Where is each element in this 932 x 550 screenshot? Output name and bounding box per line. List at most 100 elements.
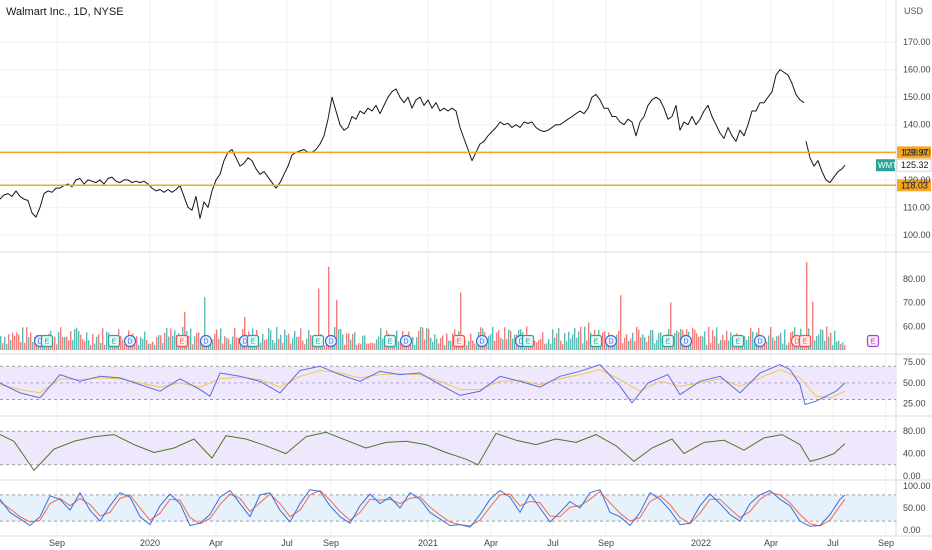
indicator-band	[0, 431, 896, 465]
volume-bar	[564, 333, 566, 350]
x-tick-label: 2022	[691, 538, 711, 548]
volume-bar	[640, 337, 642, 350]
horizontal-levels[interactable]: 129.97 118.03 WMT 125.32	[0, 146, 932, 192]
volume-bar	[442, 335, 444, 350]
volume-bar	[104, 344, 106, 350]
volume-bar	[446, 333, 448, 350]
x-tick-label: Apr	[484, 538, 498, 548]
volume-bar	[10, 339, 12, 350]
rsi-ma-line	[0, 369, 846, 399]
volume-bar	[556, 333, 558, 350]
dividend-marker[interactable]: D	[475, 334, 489, 348]
volume-bar	[154, 344, 156, 350]
marker-letter: D	[127, 339, 132, 346]
marker-letter: D	[608, 339, 613, 346]
dividend-marker[interactable]: D	[753, 334, 767, 348]
volume-bar	[164, 332, 166, 350]
marker-letter: E	[803, 339, 808, 346]
volume-bar	[578, 331, 580, 350]
marker-letter: D	[242, 339, 247, 346]
volume-bar	[340, 329, 342, 350]
volume-bar	[346, 333, 348, 350]
volume-bar	[12, 332, 14, 350]
y-tick-label: 0.00	[903, 471, 921, 481]
earnings-marker[interactable]: E	[866, 334, 880, 348]
volume-bar	[450, 340, 452, 350]
marker-letter: D	[757, 339, 762, 346]
volume-bar	[2, 343, 4, 350]
earnings-marker[interactable]: E	[661, 334, 675, 348]
earnings-marker[interactable]: E	[246, 334, 260, 348]
volume-bar	[634, 341, 636, 350]
volume-bar	[106, 331, 108, 350]
volume-bar	[142, 338, 144, 350]
volume-bar	[234, 328, 236, 350]
volume-bar	[410, 344, 412, 350]
earnings-marker[interactable]: E	[311, 334, 325, 348]
volume-bar	[700, 335, 702, 350]
dividend-marker[interactable]: D	[399, 334, 413, 348]
volume-bar	[166, 328, 168, 350]
volume-bar	[8, 334, 10, 350]
volume-bar	[664, 344, 666, 350]
volume-bar	[720, 339, 722, 350]
dividend-marker[interactable]: D	[679, 334, 693, 348]
volume-bar	[576, 337, 578, 350]
volume-bar	[60, 327, 62, 350]
volume-bar	[560, 340, 562, 350]
volume-bar	[776, 336, 778, 350]
y-tick-label: 50.00	[903, 378, 926, 388]
volume-bar	[772, 337, 774, 350]
volume-bar	[638, 329, 640, 350]
volume-bar	[546, 343, 548, 350]
dividend-marker[interactable]: D	[123, 334, 137, 348]
last-price-text: 125.32	[901, 160, 929, 170]
marker-letter: E	[526, 339, 531, 346]
volume-bar	[766, 341, 768, 350]
volume-bar	[788, 342, 790, 350]
volume-bar	[236, 337, 238, 350]
volume-bar	[702, 336, 704, 350]
earnings-marker[interactable]: E	[175, 334, 189, 348]
dividend-marker[interactable]: D	[604, 334, 618, 348]
volume-bar	[342, 334, 344, 350]
x-tick-label: Sep	[878, 538, 894, 548]
earnings-icon	[383, 334, 397, 348]
x-tick-label: Sep	[49, 538, 65, 548]
volume-bar	[146, 340, 148, 350]
volume-bar	[82, 339, 84, 350]
volume-bar	[656, 340, 658, 350]
dividend-marker[interactable]: D	[199, 334, 213, 348]
earnings-marker[interactable]: E	[589, 334, 603, 348]
earnings-marker[interactable]: E	[798, 334, 812, 348]
earnings-icon	[107, 334, 121, 348]
volume-bar	[338, 329, 340, 350]
volume-bar	[268, 327, 270, 350]
earnings-marker[interactable]: E	[731, 334, 745, 348]
volume-bar	[198, 332, 200, 350]
earnings-marker[interactable]: E	[40, 334, 54, 348]
volume-bar	[204, 297, 206, 350]
volume-bar	[488, 335, 490, 350]
volume-bar	[710, 342, 712, 350]
earnings-marker[interactable]: E	[383, 334, 397, 348]
marker-letter: D	[479, 339, 484, 346]
dividend-icon	[753, 334, 767, 348]
earnings-marker[interactable]: E	[452, 334, 466, 348]
volume-bar	[148, 343, 150, 350]
volume-bar	[536, 342, 538, 350]
earnings-marker[interactable]: E	[107, 334, 121, 348]
earnings-marker[interactable]: E	[521, 334, 535, 348]
dividend-marker[interactable]: D	[324, 334, 338, 348]
volume-bar	[660, 332, 662, 350]
volume-bar	[812, 301, 814, 350]
volume-bar	[352, 333, 354, 350]
dividend-icon	[199, 334, 213, 348]
volume-bar	[378, 336, 380, 350]
volume-bar	[120, 335, 122, 350]
volume-bar	[4, 336, 6, 350]
volume-bar	[72, 340, 74, 350]
volume-bar	[604, 331, 606, 350]
